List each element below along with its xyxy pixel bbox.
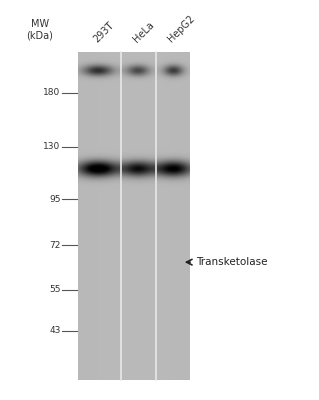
Text: 72: 72	[49, 241, 61, 250]
Text: 55: 55	[49, 286, 61, 294]
Text: 130: 130	[43, 142, 61, 151]
Text: HepG2: HepG2	[166, 13, 197, 44]
Text: 293T: 293T	[91, 20, 115, 44]
Text: MW
(kDa): MW (kDa)	[26, 19, 53, 40]
Text: HeLa: HeLa	[131, 19, 156, 44]
Text: 180: 180	[43, 88, 61, 97]
Text: 43: 43	[49, 326, 61, 335]
Text: Transketolase: Transketolase	[196, 257, 268, 267]
Text: 95: 95	[49, 194, 61, 204]
